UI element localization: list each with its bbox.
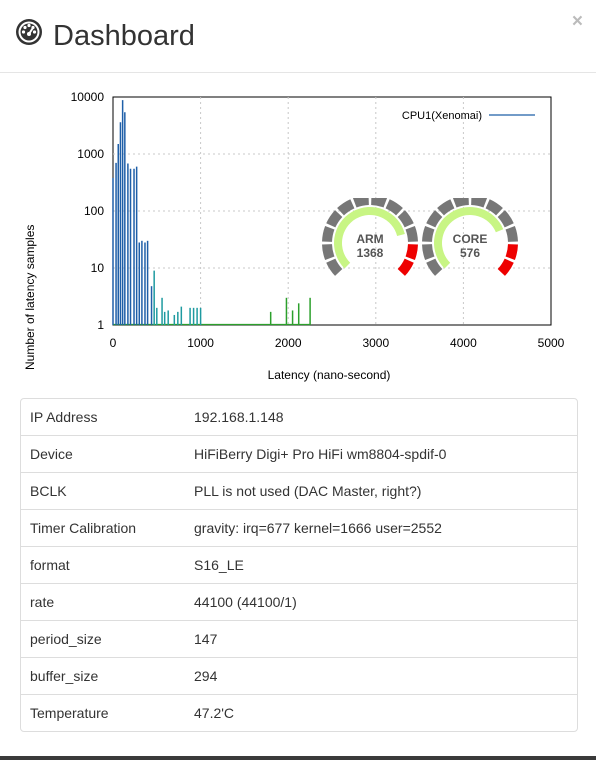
gauge-scale-segment xyxy=(405,225,418,242)
info-row-rate: rate 44100 (44100/1) xyxy=(21,583,577,620)
gauge-scale-segment xyxy=(326,210,343,228)
gauge-scale-segment xyxy=(497,210,514,228)
gauge-scale-segment xyxy=(385,199,403,216)
gauge-value-arc xyxy=(334,207,405,269)
info-value: PLL is not used (DAC Master, right?) xyxy=(194,483,422,499)
info-value: 147 xyxy=(194,631,218,647)
close-button[interactable]: × xyxy=(571,11,583,32)
gauge-scale-segment xyxy=(422,225,435,242)
gauge-scale-segment xyxy=(397,210,414,228)
gauge-scale-segment xyxy=(322,244,335,261)
dashboard-icon xyxy=(16,19,42,45)
gauge-scale-segment xyxy=(505,225,518,242)
info-row-timer-calibration: Timer Calibration gravity: irq=677 kerne… xyxy=(21,509,577,546)
arm-gauge-value: 1368 xyxy=(356,246,384,260)
page-title: Dashboard xyxy=(53,20,195,52)
gauge-scale-segment xyxy=(426,258,443,276)
info-value: 294 xyxy=(194,668,218,684)
gauge-value-arc xyxy=(434,207,504,269)
gauge-scale-segment xyxy=(426,210,443,228)
y-tick-label: 10 xyxy=(91,261,105,275)
info-key: Temperature xyxy=(30,705,109,721)
x-tick-label: 2000 xyxy=(275,336,302,350)
x-tick-label: 5000 xyxy=(538,336,565,350)
info-row-temperature: Temperature 47.2'C xyxy=(21,694,577,731)
gauge-scale-segment xyxy=(352,198,369,208)
info-row-period-size: period_size 147 xyxy=(21,620,577,657)
x-axis-label: Latency (nano-second) xyxy=(268,368,391,382)
info-value: gravity: irq=677 kernel=1666 user=2552 xyxy=(194,520,442,536)
info-row-buffer-size: buffer_size 294 xyxy=(21,657,577,694)
core-gauge-value: 576 xyxy=(459,246,481,260)
x-tick-label: 3000 xyxy=(362,336,389,350)
arm-gauge-svg xyxy=(322,198,418,276)
gauge-scale-segment xyxy=(322,225,335,242)
info-key: Timer Calibration xyxy=(30,520,137,536)
gauge-scale-segment xyxy=(485,199,503,216)
x-tick-label: 0 xyxy=(110,336,117,350)
arm-gauge: ARM 1368 xyxy=(320,198,420,298)
y-tick-label: 100 xyxy=(84,204,104,218)
info-key: BCLK xyxy=(30,483,67,499)
core-gauge: CORE 576 xyxy=(420,198,520,298)
info-key: period_size xyxy=(30,631,102,647)
x-tick-label: 1000 xyxy=(187,336,214,350)
info-row-device: Device HiFiBerry Digi+ Pro HiFi wm8804-s… xyxy=(21,435,577,472)
info-value: HiFiBerry Digi+ Pro HiFi wm8804-spdif-0 xyxy=(194,446,447,462)
info-key: buffer_size xyxy=(30,668,99,684)
gauge-scale-segment xyxy=(437,199,455,216)
y-axis-label: Number of latency samples xyxy=(23,224,37,370)
info-table: IP Address 192.168.1.148 Device HiFiBerr… xyxy=(20,398,578,732)
info-row-bclk: BCLK PLL is not used (DAC Master, right?… xyxy=(21,472,577,509)
gauge-scale-segment xyxy=(505,244,518,261)
y-tick-label: 1 xyxy=(97,318,104,332)
core-gauge-label: CORE xyxy=(452,232,488,246)
info-key: IP Address xyxy=(30,409,98,425)
info-value: 47.2'C xyxy=(194,705,235,721)
gauge-scale-segment xyxy=(471,198,488,208)
info-key: format xyxy=(30,557,70,573)
arm-gauge-label: ARM xyxy=(356,232,384,246)
info-value: 44100 (44100/1) xyxy=(194,594,297,610)
info-key: Device xyxy=(30,446,73,462)
gauge-scale-segment xyxy=(397,258,414,276)
gauge-scale-segment xyxy=(452,198,469,208)
y-tick-label: 10000 xyxy=(71,90,105,104)
x-tick-label: 4000 xyxy=(450,336,477,350)
info-value: 192.168.1.148 xyxy=(194,409,284,425)
gauge-scale-segment xyxy=(405,244,418,261)
legend-label: CPU1(Xenomai) xyxy=(402,110,482,122)
info-row-ip: IP Address 192.168.1.148 xyxy=(21,399,577,435)
info-key: rate xyxy=(30,594,55,610)
modal-header: Dashboard × xyxy=(0,0,596,73)
y-tick-label: 1000 xyxy=(77,147,104,161)
gauge-scale-segment xyxy=(371,198,388,208)
gauge-scale-segment xyxy=(326,258,343,276)
gauge-scale-segment xyxy=(422,244,435,261)
info-value: S16_LE xyxy=(194,557,244,573)
core-gauge-svg xyxy=(422,198,518,276)
info-row-format: format S16_LE xyxy=(21,546,577,583)
gauge-scale-segment xyxy=(337,199,355,216)
gauge-scale-segment xyxy=(497,258,514,276)
